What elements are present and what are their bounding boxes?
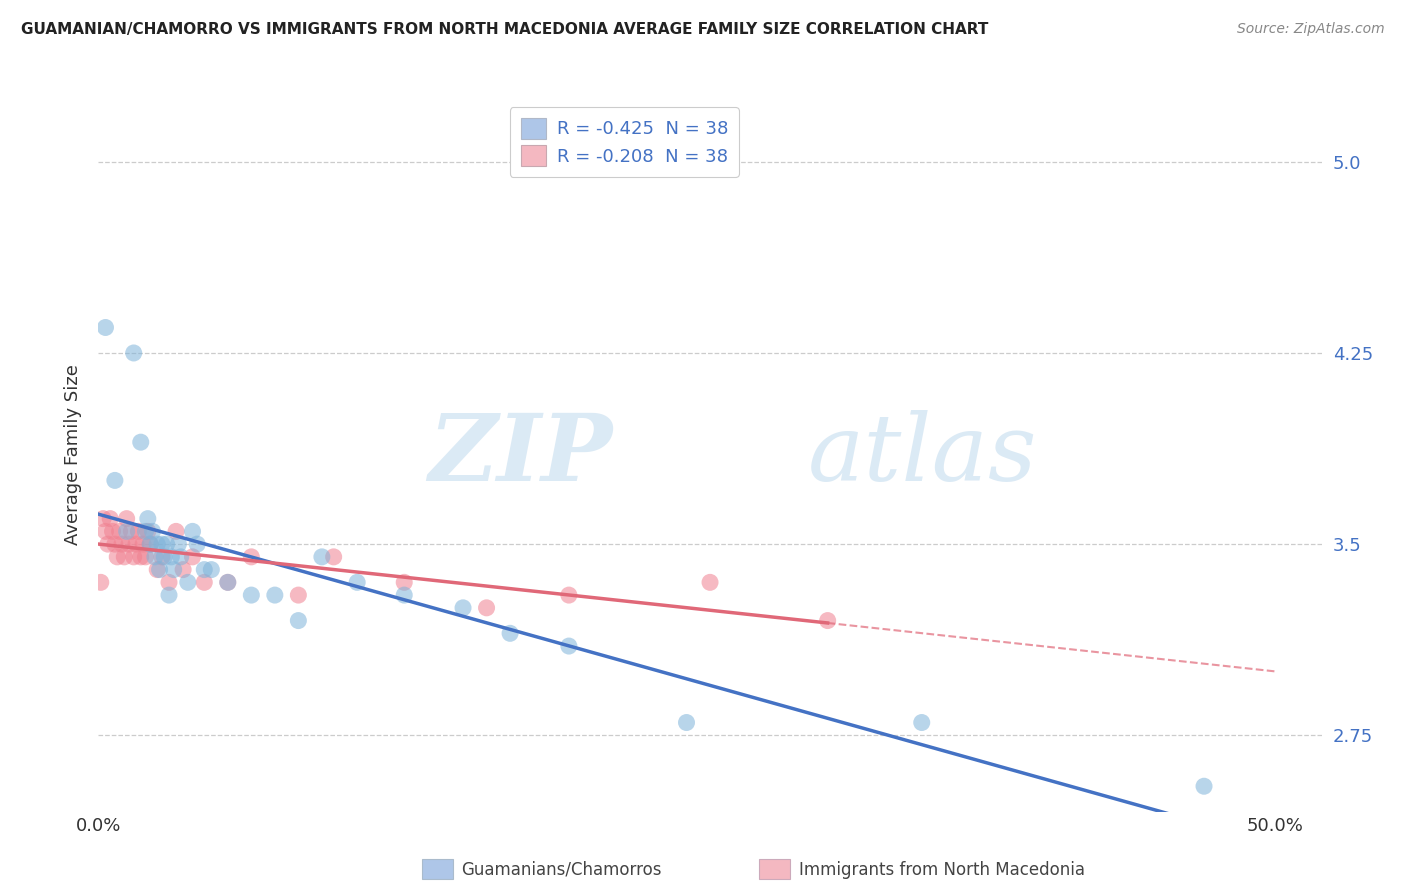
Point: [143, 549, 166, 564]
Text: GUAMANIAN/CHAMORRO VS IMMIGRANTS FROM NORTH MACEDONIA AVERAGE FAMILY SIZE CORREL: GUAMANIAN/CHAMORRO VS IMMIGRANTS FROM NO…: [21, 22, 988, 37]
Point: [699, 575, 721, 590]
Point: [200, 563, 222, 577]
Point: [112, 549, 135, 564]
Point: [129, 549, 152, 564]
Text: Guamanians/Chamorros: Guamanians/Chamorros: [461, 861, 662, 879]
Point: [104, 474, 127, 488]
Point: [240, 549, 263, 564]
Point: [392, 588, 416, 602]
Point: [90, 575, 112, 590]
Point: [217, 575, 239, 590]
Point: [98, 511, 121, 525]
Point: [108, 524, 131, 539]
Point: [911, 715, 934, 730]
Point: [153, 549, 176, 564]
Point: [136, 511, 159, 525]
Point: [499, 626, 522, 640]
Point: [125, 537, 148, 551]
Point: [91, 511, 114, 525]
Point: [94, 524, 117, 539]
Point: [132, 537, 155, 551]
Point: [134, 549, 156, 564]
Point: [122, 346, 145, 360]
Point: [150, 549, 173, 564]
Point: [167, 537, 190, 551]
Point: [193, 563, 215, 577]
Point: [322, 549, 344, 564]
Point: [134, 524, 156, 539]
Point: [150, 537, 173, 551]
Point: [105, 549, 128, 564]
Point: [111, 537, 134, 551]
Point: [101, 524, 124, 539]
Point: [120, 524, 142, 539]
Point: [156, 537, 179, 551]
Point: [141, 524, 163, 539]
Point: [675, 715, 697, 730]
Point: [181, 524, 204, 539]
Point: [97, 537, 120, 551]
Point: [146, 563, 169, 577]
Text: Immigrants from North Macedonia: Immigrants from North Macedonia: [799, 861, 1084, 879]
Text: ZIP: ZIP: [427, 410, 612, 500]
Text: Source: ZipAtlas.com: Source: ZipAtlas.com: [1237, 22, 1385, 37]
Text: atlas: atlas: [808, 410, 1038, 500]
Point: [346, 575, 368, 590]
Point: [193, 575, 215, 590]
Point: [558, 588, 581, 602]
Point: [104, 537, 127, 551]
Point: [122, 549, 145, 564]
Point: [287, 614, 309, 628]
Point: [475, 600, 498, 615]
Point: [558, 639, 581, 653]
Point: [136, 524, 159, 539]
Point: [240, 588, 263, 602]
Point: [160, 549, 183, 564]
Point: [1192, 779, 1215, 793]
Point: [392, 575, 416, 590]
Y-axis label: Average Family Size: Average Family Size: [65, 365, 83, 545]
Point: [287, 588, 309, 602]
Legend: R = -0.425  N = 38, R = -0.208  N = 38: R = -0.425 N = 38, R = -0.208 N = 38: [510, 107, 740, 177]
Point: [263, 588, 285, 602]
Point: [118, 537, 141, 551]
Point: [217, 575, 239, 590]
Point: [177, 575, 200, 590]
Point: [157, 588, 180, 602]
Point: [139, 537, 162, 551]
Point: [115, 511, 138, 525]
Point: [163, 563, 186, 577]
Point: [172, 563, 194, 577]
Point: [311, 549, 333, 564]
Point: [129, 435, 152, 450]
Point: [165, 524, 187, 539]
Point: [146, 537, 169, 551]
Point: [115, 524, 138, 539]
Point: [149, 563, 172, 577]
Point: [181, 549, 204, 564]
Point: [817, 614, 839, 628]
Point: [94, 320, 117, 334]
Point: [186, 537, 208, 551]
Point: [451, 600, 474, 615]
Point: [127, 524, 149, 539]
Point: [170, 549, 193, 564]
Point: [157, 575, 180, 590]
Point: [139, 537, 162, 551]
